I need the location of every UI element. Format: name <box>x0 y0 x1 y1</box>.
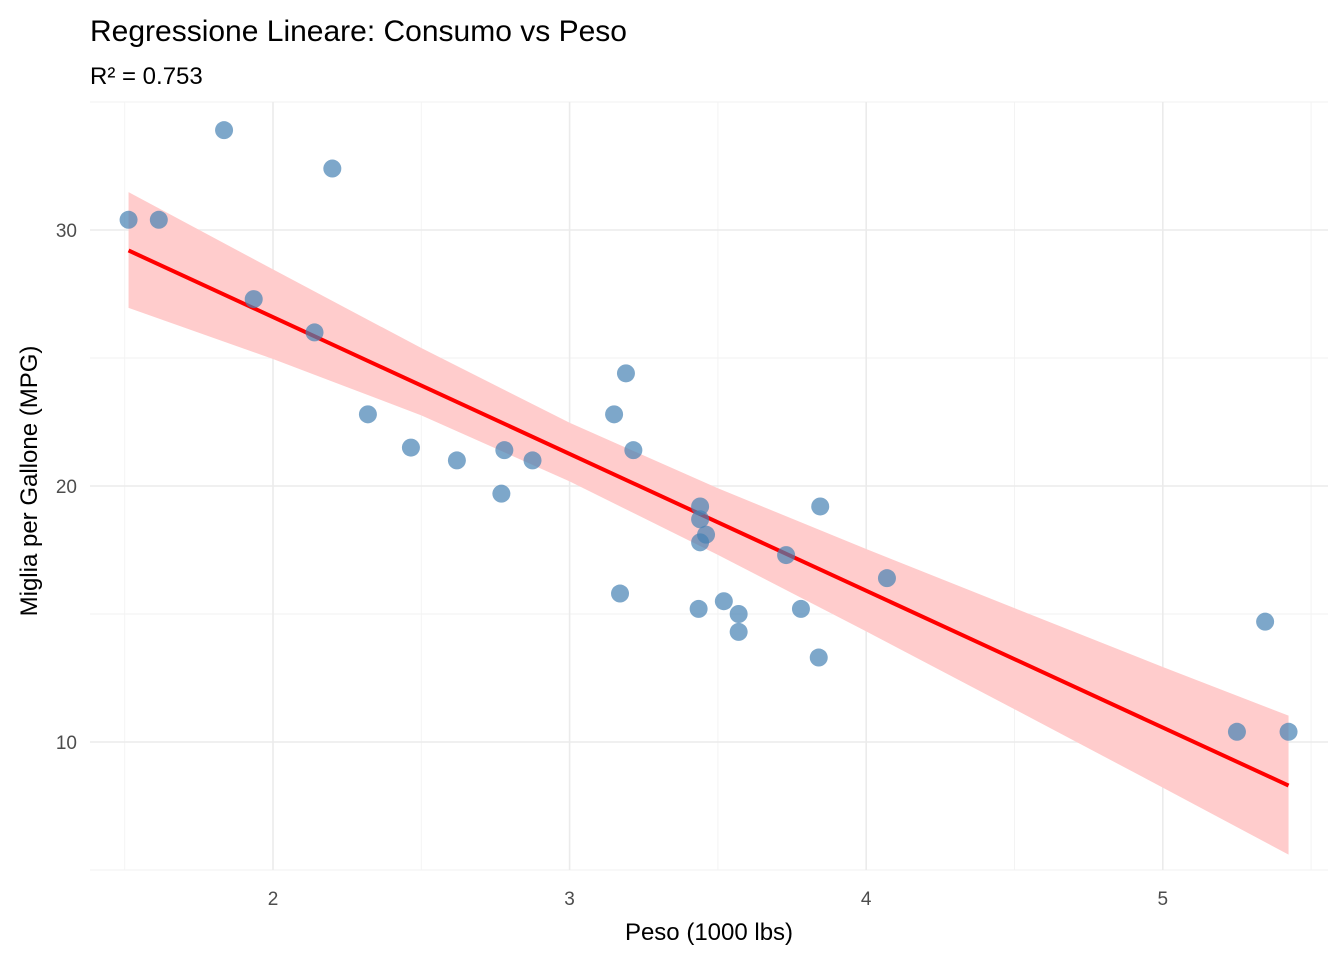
data-point <box>149 210 168 229</box>
data-point <box>401 438 420 457</box>
data-point <box>358 405 377 424</box>
chart-subtitle: R² = 0.753 <box>90 63 203 90</box>
data-point <box>714 592 733 611</box>
data-point <box>244 290 263 309</box>
data-point <box>811 497 830 516</box>
x-tick-label: 5 <box>1158 889 1169 910</box>
data-point <box>877 569 896 588</box>
chart-title: Regressione Lineare: Consumo vs Peso <box>90 15 627 48</box>
data-point <box>691 510 710 529</box>
x-axis-ticks: 2 3 4 5 <box>268 889 1168 910</box>
y-axis-title: Miglia per Gallone (MPG) <box>16 346 43 617</box>
x-tick-label: 2 <box>268 889 279 910</box>
data-point <box>729 605 748 623</box>
x-axis-title: Peso (1000 lbs) <box>625 919 793 946</box>
confidence-band-layer <box>128 192 1289 855</box>
data-point <box>689 599 708 618</box>
data-point <box>691 533 710 552</box>
data-point <box>791 599 810 618</box>
x-tick-label: 3 <box>564 889 575 910</box>
data-point <box>1227 722 1246 741</box>
data-point <box>215 121 234 140</box>
data-point <box>495 441 514 460</box>
data-point <box>809 648 828 667</box>
data-point <box>611 584 630 603</box>
data-point <box>605 405 624 424</box>
y-tick-label: 20 <box>56 477 77 498</box>
data-point <box>729 622 748 641</box>
data-point <box>119 210 138 229</box>
data-point <box>323 159 342 178</box>
confidence-band <box>128 192 1289 855</box>
data-point <box>523 451 542 470</box>
data-points <box>119 121 1298 741</box>
data-point <box>447 451 466 470</box>
data-point <box>305 323 324 342</box>
data-point <box>1256 612 1275 631</box>
y-axis-ticks: 10 20 30 <box>56 221 77 754</box>
y-tick-label: 10 <box>56 733 77 754</box>
data-point <box>624 441 643 460</box>
data-point <box>1279 722 1298 741</box>
x-tick-label: 4 <box>861 889 872 910</box>
data-point <box>691 497 710 516</box>
data-point <box>492 484 511 503</box>
data-point <box>777 546 796 565</box>
y-tick-label: 30 <box>56 221 77 242</box>
data-point <box>616 364 635 383</box>
